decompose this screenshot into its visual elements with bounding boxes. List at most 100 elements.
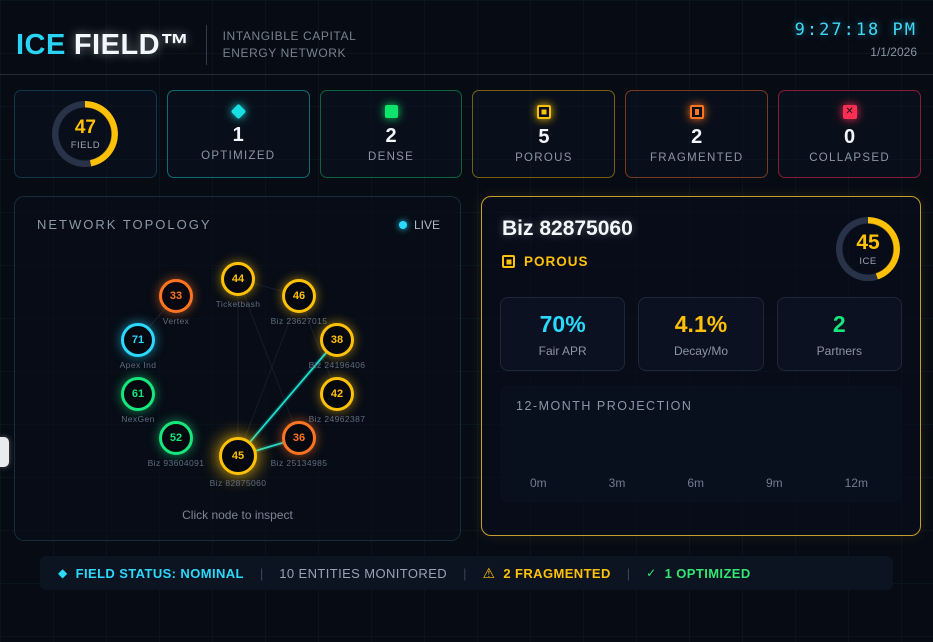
check-icon: ✓ <box>646 566 657 580</box>
topology-node-44[interactable]: 44 Ticketbash <box>216 262 260 309</box>
card-value: 1 <box>232 124 244 146</box>
nested-square-icon <box>502 255 515 268</box>
stat-decay-mo: 4.1% Decay/Mo <box>638 297 764 371</box>
topology-node-46[interactable]: 46 Biz 23627015 <box>271 279 327 326</box>
topology-canvas: 44 Ticketbash 46 Biz 23627015 38 Biz 24196… <box>15 197 460 540</box>
status-separator: | <box>259 565 264 581</box>
node-label: Biz 24962387 <box>308 414 366 424</box>
ice-gauge-value: 45 <box>856 231 880 254</box>
live-label: LIVE <box>413 217 440 232</box>
topology-header: NETWORK TOPOLOGY LIVE <box>15 197 460 232</box>
header: ICE FIELD™ INTANGIBLE CAPITAL ENERGY NETW… <box>0 0 933 75</box>
stat-value: 2 <box>832 310 846 337</box>
entities-monitored-label: 10 ENTITIES MONITORED <box>279 565 448 581</box>
topology-edges <box>137 278 339 459</box>
subtitle-line-2: ENERGY NETWORK <box>222 46 347 60</box>
field-status-label: FIELD STATUS: NOMINAL <box>75 565 244 581</box>
node-value: 46 <box>292 290 306 302</box>
axis-tick: 12m <box>844 476 868 490</box>
summary-card-optimized[interactable]: 1 OPTIMIZED <box>166 90 310 178</box>
field-gauge: 47 FIELD <box>52 101 119 167</box>
topology-node-71[interactable]: 71 Apex Ind <box>120 323 156 370</box>
axis-tick: 0m <box>530 476 547 490</box>
stat-partners: 2 Partners <box>776 297 902 371</box>
node-label: Vertex <box>162 316 190 326</box>
node-value: 52 <box>169 432 183 444</box>
subtitle-line-1: INTANGIBLE CAPITAL <box>222 29 357 43</box>
field-gauge-ring <box>52 101 119 167</box>
node-label: Apex Ind <box>119 360 157 370</box>
field-status-item: ◆ FIELD STATUS: NOMINAL <box>58 566 244 581</box>
node-value: 45 <box>231 450 245 462</box>
logo-divider <box>205 25 207 65</box>
topology-node-42[interactable]: 42 Biz 24962387 <box>309 377 365 424</box>
node-label: Ticketbash <box>215 299 261 309</box>
projection-title: 12-MONTH PROJECTION <box>516 399 693 413</box>
logo-text-primary: ICE <box>16 28 66 61</box>
status-separator: | <box>463 565 467 581</box>
node-value: 42 <box>330 388 344 400</box>
inspector-header: Biz 82875060 POROUS 45 ICE <box>482 197 920 281</box>
edge-handle[interactable] <box>0 437 9 467</box>
node-value: 36 <box>292 432 306 444</box>
node-label: Biz 25134985 <box>270 458 328 468</box>
node-label: Biz 23627015 <box>270 316 328 326</box>
card-label: OPTIMIZED <box>201 150 276 162</box>
clock-time: 9:27:18 PM <box>794 20 917 40</box>
optimized-status-item: ✓ 1 OPTIMIZED <box>646 566 751 581</box>
card-value: 2 <box>691 125 703 148</box>
summary-card-porous[interactable]: 5 POROUS <box>472 90 616 178</box>
topology-node-61[interactable]: 61 NexGen <box>121 377 155 424</box>
status-badge: POROUS <box>502 254 633 269</box>
field-gauge-value: 47 <box>74 117 96 138</box>
summary-card-collapsed[interactable]: ✕ 0 COLLAPSED <box>778 90 921 178</box>
live-dot-icon <box>398 220 407 229</box>
node-label: Biz 82875060 <box>209 478 267 488</box>
fragmented-status-label: 2 FRAGMENTED <box>503 565 611 581</box>
warning-icon: ⚠ <box>482 564 496 581</box>
axis-tick: 6m <box>687 476 704 490</box>
topology-hint: Click node to inspect <box>182 508 293 522</box>
node-label: Biz 93604091 <box>147 458 205 468</box>
node-label: NexGen <box>121 414 155 424</box>
stat-label: Decay/Mo <box>673 343 728 358</box>
node-value: 38 <box>330 334 344 346</box>
square-icon <box>384 105 398 118</box>
projection-axis: 0m 3m 6m 9m 12m <box>530 476 868 490</box>
topology-node-52[interactable]: 52 Biz 93604091 <box>148 421 204 468</box>
card-value: 5 <box>538 125 550 148</box>
inspector-stats: 70% Fair APR 4.1% Decay/Mo 2 Partners <box>500 297 902 371</box>
topology-node-38[interactable]: 38 Biz 24196406 <box>309 323 365 370</box>
fragmented-status-item: ⚠ 2 FRAGMENTED <box>482 565 610 582</box>
status-badge-label: POROUS <box>524 254 589 269</box>
clock-date: 1/1/2026 <box>870 45 917 59</box>
ice-gauge-label: ICE <box>859 256 877 267</box>
stat-label: Fair APR <box>538 343 587 358</box>
topology-panel: 44 Ticketbash 46 Biz 23627015 38 Biz 24196… <box>14 196 461 541</box>
topology-node-33[interactable]: 33 Vertex <box>159 279 193 326</box>
topology-node-45[interactable]: 45 Biz 82875060 <box>210 437 266 488</box>
summary-card-fragmented[interactable]: 2 FRAGMENTED <box>625 90 769 178</box>
summary-cards: 47 FIELD 1 OPTIMIZED 2 DENSE 5 POROUS 2 FRA… <box>14 90 921 178</box>
stat-value: 4.1% <box>674 310 728 337</box>
ice-gauge-ring <box>836 217 900 281</box>
node-value: 33 <box>169 290 183 302</box>
card-label: POROUS <box>515 151 573 164</box>
clock: 9:27:18 PM 1/1/2026 <box>795 16 917 74</box>
node-value: 71 <box>131 334 145 346</box>
card-label: FRAGMENTED <box>649 151 744 164</box>
topology-title: NETWORK TOPOLOGY <box>37 217 212 232</box>
app-logo: ICE FIELD™ <box>16 29 190 62</box>
card-value: 0 <box>844 125 856 148</box>
inspector-panel: Biz 82875060 POROUS 45 ICE 70% Fair APR 4… <box>481 196 921 536</box>
app-subtitle: INTANGIBLE CAPITAL ENERGY NETWORK <box>223 28 357 62</box>
optimized-status-label: 1 OPTIMIZED <box>664 565 751 581</box>
field-gauge-label: FIELD <box>70 140 101 151</box>
diamond-icon <box>230 103 247 120</box>
summary-card-dense[interactable]: 2 DENSE <box>319 90 463 178</box>
summary-card-field[interactable]: 47 FIELD <box>14 90 157 178</box>
axis-tick: 3m <box>608 476 626 490</box>
node-label: Biz 24196406 <box>308 360 366 370</box>
topology-node-36[interactable]: 36 Biz 25134985 <box>271 421 327 468</box>
